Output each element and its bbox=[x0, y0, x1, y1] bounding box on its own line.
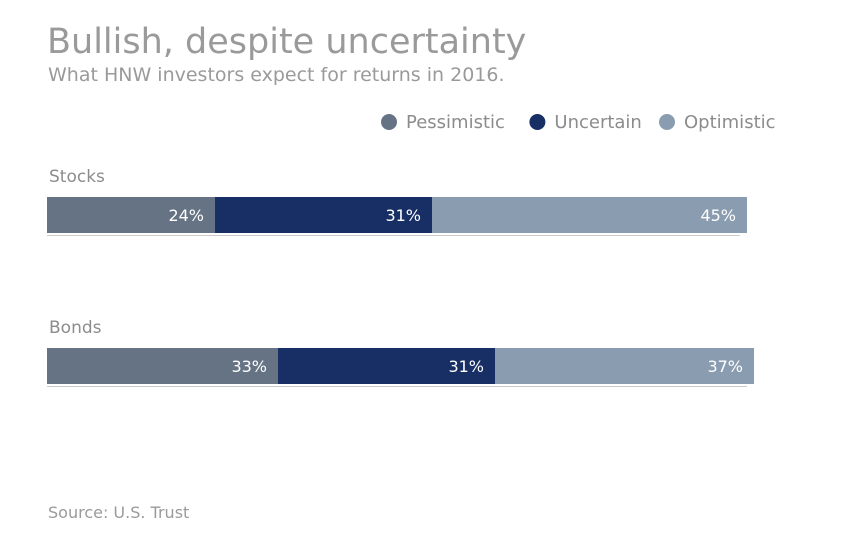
chart-title: Bullish, despite uncertainty bbox=[47, 22, 527, 62]
category-label-bonds: Bonds bbox=[49, 318, 102, 338]
bar-label-bonds-uncertain: 31% bbox=[448, 357, 484, 376]
bar-bonds-uncertain bbox=[278, 348, 495, 384]
bar-bonds-pessimistic bbox=[47, 348, 278, 384]
chart-subtitle: What HNW investors expect for returns in… bbox=[48, 64, 505, 86]
legend-label-uncertain: Uncertain bbox=[554, 112, 641, 133]
legend-marker-optimistic bbox=[659, 114, 675, 130]
bar-stocks-optimistic bbox=[432, 197, 747, 233]
source-note: Source: U.S. Trust bbox=[48, 503, 190, 522]
bar-label-bonds-pessimistic: 33% bbox=[231, 357, 267, 376]
bar-label-stocks-pessimistic: 24% bbox=[168, 206, 204, 225]
category-label-stocks: Stocks bbox=[49, 167, 105, 187]
legend-marker-uncertain bbox=[529, 114, 546, 130]
bar-label-stocks-uncertain: 31% bbox=[385, 206, 421, 225]
bar-bonds-optimistic bbox=[495, 348, 754, 384]
bar-stocks-uncertain bbox=[215, 197, 432, 233]
legend-marker-pessimistic bbox=[381, 114, 397, 130]
bar-stocks-pessimistic bbox=[47, 197, 215, 233]
legend-label-pessimistic: Pessimistic bbox=[406, 112, 505, 133]
bar-label-bonds-optimistic: 37% bbox=[707, 357, 743, 376]
legend-label-optimistic: Optimistic bbox=[684, 112, 776, 133]
bar-label-stocks-optimistic: 45% bbox=[700, 206, 736, 225]
